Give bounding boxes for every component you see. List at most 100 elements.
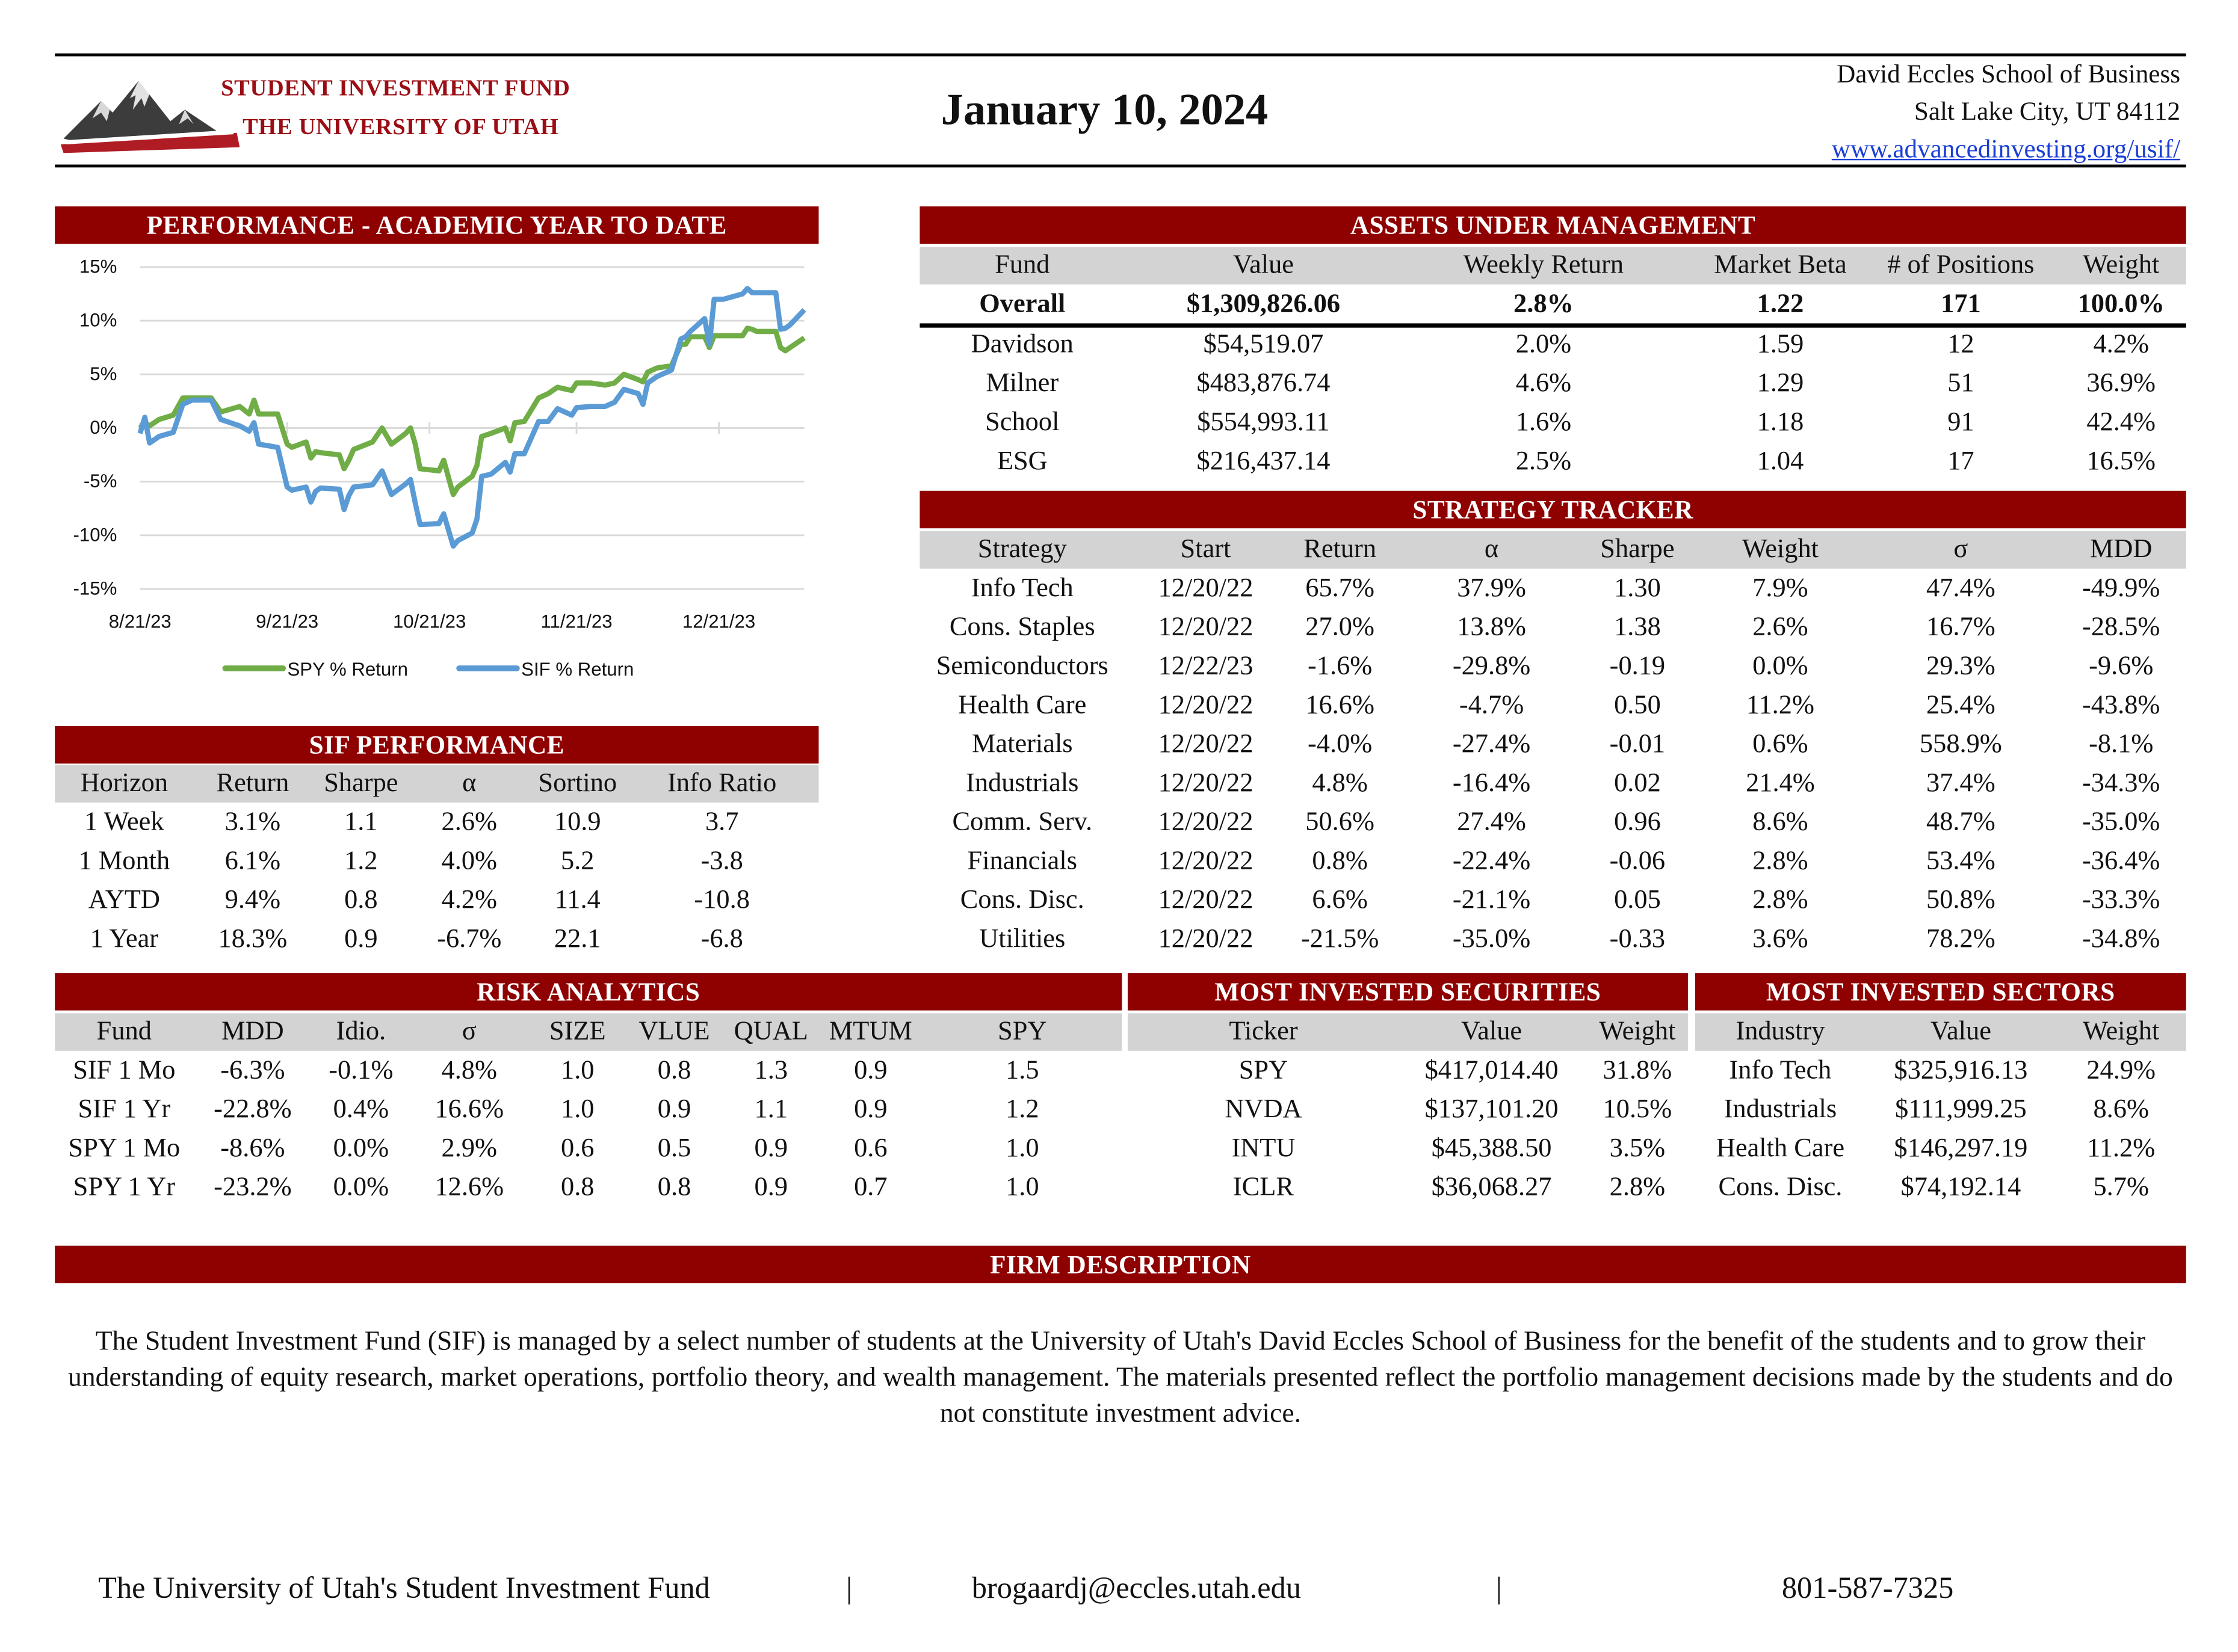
website-link[interactable]: www.advancedinvesting.org/usif/ [1831, 134, 2181, 164]
table-cell: 5.2 [561, 847, 595, 877]
table-cell: SPY 1 Mo [68, 1134, 181, 1163]
address-line2: Salt Lake City, UT 84112 [1914, 96, 2181, 126]
table-cell: -36.4% [2082, 847, 2160, 877]
column-header: Industry [1736, 1017, 1825, 1047]
column-header: Value [1232, 251, 1294, 280]
table-cell: -0.33 [1609, 925, 1666, 955]
table-cell: 2.8% [1752, 886, 1808, 916]
column-header: Weight [1742, 535, 1819, 565]
table-cell: 0.50 [1614, 691, 1661, 721]
table-cell: 50.6% [1305, 808, 1374, 837]
table-cell: -23.2% [214, 1173, 292, 1203]
top-rule [55, 53, 2186, 57]
table-cell: 1.0 [561, 1056, 595, 1086]
table-cell: 3.6% [1752, 925, 1808, 955]
table-cell: Health Care [1716, 1134, 1845, 1163]
column-header: α [462, 769, 477, 798]
table-cell: 7.9% [1752, 574, 1808, 603]
table-cell: 2.5% [1515, 447, 1572, 476]
table-cell: 12.6% [434, 1173, 504, 1203]
table-cell: 16.5% [2086, 447, 2156, 476]
performance-section-header: PERFORMANCE - ACADEMIC YEAR TO DATE [55, 206, 819, 244]
table-cell: -21.1% [1452, 886, 1531, 916]
x-tick-label: 8/21/23 [109, 611, 172, 632]
table-cell: -0.01 [1609, 730, 1666, 760]
table-cell: 24.9% [2086, 1056, 2156, 1086]
table-cell: Health Care [958, 691, 1087, 721]
table-cell: 10.9 [554, 808, 601, 837]
table-cell: -3.8 [700, 847, 743, 877]
table-cell: -22.8% [214, 1096, 292, 1125]
table-cell: SPY 1 Yr [73, 1173, 176, 1203]
table-cell: 0.05 [1614, 886, 1661, 916]
table-cell: $137,101.20 [1424, 1096, 1559, 1125]
column-header: # of Positions [1887, 251, 2035, 280]
table-cell: Info Tech [971, 574, 1074, 603]
table-cell: 1.30 [1614, 574, 1661, 603]
column-header: MDD [2089, 535, 2153, 565]
table-cell: $74,192.14 [1900, 1173, 2021, 1203]
header-bottom-rule [55, 164, 2186, 168]
y-tick-label: 10% [79, 310, 117, 331]
table-cell: 2.6% [441, 808, 498, 837]
sectors-section-header: MOST INVESTED SECTORS [1695, 973, 2186, 1011]
column-header: MTUM [829, 1017, 912, 1047]
firm-description-text: The Student Investment Fund (SIF) is man… [68, 1327, 2173, 1429]
table-cell: 0.8% [1312, 847, 1368, 877]
table-cell: Comm. Serv. [952, 808, 1093, 837]
table-cell: 22.1 [554, 925, 601, 955]
performance-line-chart: 15% 10% 5% 0% -5% -10% -15% 8/21/23 9/21/23 10/21… [73, 256, 806, 680]
x-tick-label: 10/21/23 [393, 611, 466, 632]
table-cell: -4.0% [1307, 730, 1373, 760]
strategy-header-row [920, 531, 2186, 569]
column-header: SPY [998, 1017, 1047, 1047]
table-cell: 4.0% [441, 847, 498, 877]
table-cell: 0.0% [1752, 652, 1808, 682]
sif-return-line [137, 286, 806, 549]
table-cell: 6.6% [1312, 886, 1368, 916]
table-cell: Cons. Staples [949, 613, 1095, 643]
table-cell: 0.0% [333, 1134, 389, 1163]
footer-separator: | [1495, 1570, 1502, 1606]
table-cell: 29.3% [1926, 652, 1995, 682]
address-line1: David Eccles School of Business [1837, 59, 2181, 88]
table-cell: -33.3% [2082, 886, 2160, 916]
table-cell-overall: 171 [1941, 290, 1981, 319]
logo-title-line1: STUDENT INVESTMENT FUND [221, 76, 570, 101]
table-cell: Utilities [979, 925, 1066, 955]
table-cell: 1.1 [754, 1096, 788, 1125]
table-cell: 0.4% [333, 1096, 389, 1125]
table-cell: -10.8 [694, 886, 750, 916]
table-cell: 4.2% [2093, 330, 2149, 360]
table-cell: 11.2% [1746, 691, 1814, 721]
table-cell: 1.29 [1757, 369, 1804, 399]
table-cell: 91 [1947, 408, 1974, 438]
table-cell: ICLR [1232, 1173, 1294, 1203]
table-cell: 10.5% [1603, 1096, 1672, 1125]
table-cell: Cons. Disc. [960, 886, 1084, 916]
table-cell: -1.6% [1307, 652, 1373, 682]
table-cell: 12/20/22 [1158, 847, 1253, 877]
table-cell: 37.4% [1926, 769, 1995, 798]
sectors-header-row [1695, 1013, 2186, 1051]
table-cell: SIF 1 Mo [73, 1056, 176, 1086]
column-header: Weight [2083, 1017, 2160, 1047]
table-cell: 1 Year [90, 925, 159, 955]
table-cell: 16.6% [1305, 691, 1374, 721]
table-cell: Materials [971, 730, 1073, 760]
table-cell: Semiconductors [936, 652, 1108, 682]
column-header: Sharpe [324, 769, 398, 798]
table-cell: 16.7% [1926, 613, 1995, 643]
column-header: Sharpe [1600, 535, 1675, 565]
table-cell: 78.2% [1926, 925, 1995, 955]
footer-email[interactable]: brogaardj@eccles.utah.edu [971, 1570, 1302, 1606]
table-cell: -8.1% [2089, 730, 2154, 760]
table-cell: 12/20/22 [1158, 925, 1253, 955]
table-cell: 0.96 [1614, 808, 1661, 837]
table-cell: Financials [967, 847, 1077, 877]
table-cell: 50.8% [1926, 886, 1995, 916]
table-cell: 1.38 [1614, 613, 1661, 643]
table-cell: 31.8% [1603, 1056, 1672, 1086]
table-cell-overall: Overall [979, 290, 1066, 319]
spy-return-line [138, 325, 806, 498]
